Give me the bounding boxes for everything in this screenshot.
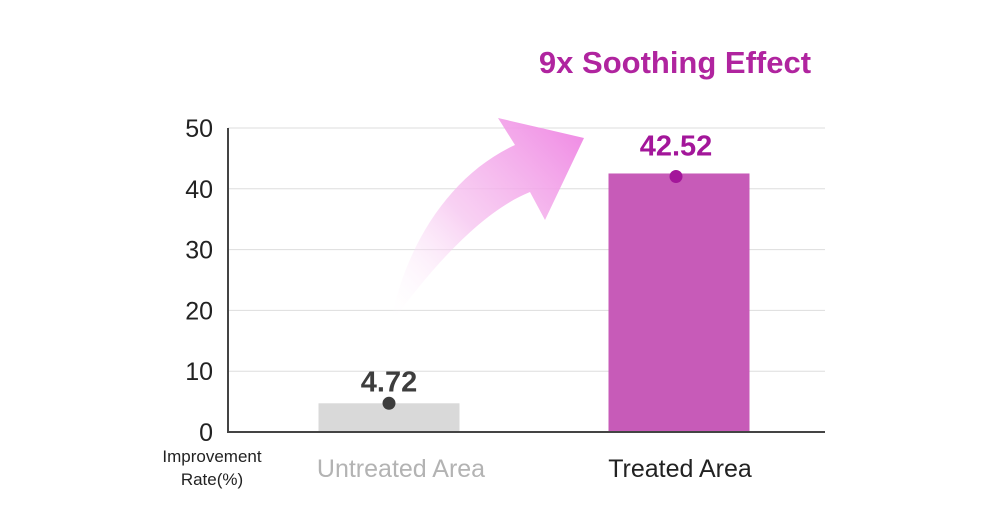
y-tick-label: 50 [185,115,213,143]
value-points [382,169,683,410]
point-treated-area [669,169,683,183]
category-labels: Untreated Area Treated Area [317,455,752,483]
y-tick-label: 20 [185,297,213,325]
trend-arrow-icon [390,118,584,325]
y-tick-label: 10 [185,358,213,386]
y-tick-label: 0 [199,419,213,447]
value-label-untreated-area: 4.72 [361,366,417,398]
y-axis-label-line-1: Improvement [162,447,261,466]
y-axis-label-line-2: Rate(%) [181,470,243,489]
value-label-treated-area: 42.52 [640,130,713,162]
bar-treated-area [608,173,750,432]
category-label-treated-area: Treated Area [608,455,752,483]
bars [318,173,750,432]
y-tick-label: 30 [185,237,213,265]
category-label-untreated-area: Untreated Area [317,455,485,483]
y-axis-ticks: 0 10 20 30 40 50 [185,115,213,447]
y-tick-label: 40 [185,176,213,204]
chart-annotation: 9x Soothing Effect [539,45,811,80]
point-untreated-area [382,396,396,410]
value-labels: 4.72 42.52 [361,130,713,398]
